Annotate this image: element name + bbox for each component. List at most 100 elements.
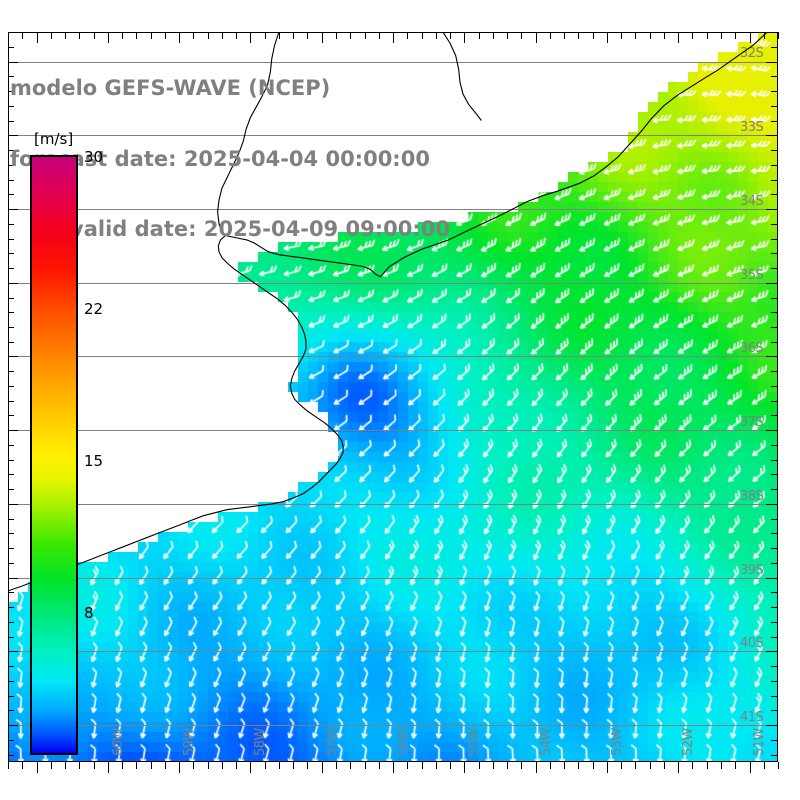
tick-top: [179, 32, 181, 43]
tick-bottom: [521, 762, 523, 769]
latitude-label: 34S: [740, 193, 764, 209]
tick-left: [8, 341, 14, 343]
longitude-label: 51W: [752, 728, 768, 756]
tick-left: [8, 209, 18, 210]
tick-top: [592, 32, 594, 39]
tick-left: [8, 297, 14, 299]
tick-top: [79, 32, 81, 39]
tick-left: [8, 91, 14, 92]
tick-right: [766, 725, 778, 727]
tick-left: [8, 548, 14, 550]
tick-bottom: [207, 762, 209, 769]
tick-bottom: [336, 762, 337, 769]
tick-left: [8, 636, 14, 638]
tick-bottom: [749, 762, 751, 773]
tick-right: [771, 312, 778, 314]
tick-right: [771, 164, 778, 166]
longitude-label: 52W: [681, 728, 697, 756]
longitude-label: 53W: [609, 728, 625, 756]
title-model: modelo GEFS-WAVE (NCEP): [10, 76, 331, 101]
tick-left: [8, 474, 14, 476]
tick-right: [771, 179, 778, 181]
tick-right: [766, 430, 778, 432]
tick-bottom: [763, 762, 765, 769]
colorbar-tick-15: 15: [84, 452, 104, 470]
tick-top: [749, 32, 751, 43]
tick-left: [8, 533, 14, 535]
tick-right: [771, 562, 778, 564]
tick-left: [8, 739, 14, 741]
latitude-label: 39S: [740, 562, 764, 578]
tick-bottom: [307, 762, 309, 769]
tick-left: [8, 194, 14, 196]
tick-right: [771, 607, 778, 609]
tick-left: [8, 651, 18, 653]
tick-right: [771, 297, 778, 299]
tick-bottom: [236, 762, 238, 769]
tick-bottom: [264, 762, 266, 769]
tick-bottom: [179, 762, 181, 773]
tick-top: [706, 32, 708, 39]
tick-left: [8, 150, 14, 151]
tick-bottom: [378, 762, 380, 769]
tick-right: [771, 326, 778, 328]
tick-left: [8, 356, 18, 358]
longitude-label: 54W: [538, 728, 554, 756]
tick-left: [8, 444, 14, 446]
tick-bottom: [507, 762, 509, 769]
tick-right: [771, 636, 778, 638]
tick-right: [766, 282, 778, 284]
tick-bottom: [692, 762, 694, 769]
tick-left: [8, 135, 18, 137]
tick-right: [771, 621, 778, 623]
colorbar-unit-label: [m/s]: [34, 130, 74, 148]
tick-right: [771, 46, 778, 48]
gridline-lat: [8, 503, 778, 505]
tick-left: [8, 503, 18, 505]
colorbar: [30, 155, 78, 755]
latitude-label: 37S: [740, 415, 764, 431]
tick-bottom: [107, 762, 109, 773]
tick-top: [207, 32, 209, 39]
tick-right: [766, 651, 778, 653]
tick-left: [8, 725, 18, 727]
tick-top: [136, 32, 138, 39]
tick-bottom: [364, 762, 366, 769]
tick-left: [8, 326, 14, 328]
tick-right: [771, 415, 778, 417]
tick-top: [649, 32, 651, 39]
tick-bottom: [778, 762, 779, 769]
tick-left: [8, 518, 14, 520]
tick-bottom: [564, 762, 566, 769]
tick-bottom: [478, 762, 480, 769]
tick-top: [549, 32, 551, 39]
longitude-label: 57W: [324, 728, 340, 756]
colorbar-gradient: [30, 155, 78, 755]
tick-bottom: [50, 762, 52, 769]
tick-left: [8, 223, 14, 225]
tick-bottom: [407, 762, 409, 769]
tick-top: [36, 32, 38, 43]
longitude-label: 56W: [396, 728, 411, 756]
tick-left: [8, 76, 14, 78]
tick-left: [8, 120, 14, 122]
tick-top: [535, 32, 537, 43]
gridline-lat: [8, 651, 778, 653]
tick-top: [8, 32, 9, 39]
tick-right: [771, 385, 778, 387]
tick-bottom: [79, 762, 81, 769]
tick-top: [150, 32, 152, 39]
tick-right: [771, 341, 778, 343]
map-plot-area: [8, 32, 778, 762]
tick-left: [8, 680, 14, 682]
tick-bottom: [136, 762, 138, 769]
tick-bottom: [649, 762, 651, 769]
tick-bottom: [122, 762, 124, 769]
longitude-label: 59W: [182, 728, 198, 756]
tick-bottom: [421, 762, 423, 769]
gridline-lat: [8, 430, 778, 432]
tick-left: [8, 710, 14, 712]
tick-right: [771, 710, 778, 712]
tick-bottom: [278, 762, 280, 769]
tick-bottom: [606, 762, 608, 773]
